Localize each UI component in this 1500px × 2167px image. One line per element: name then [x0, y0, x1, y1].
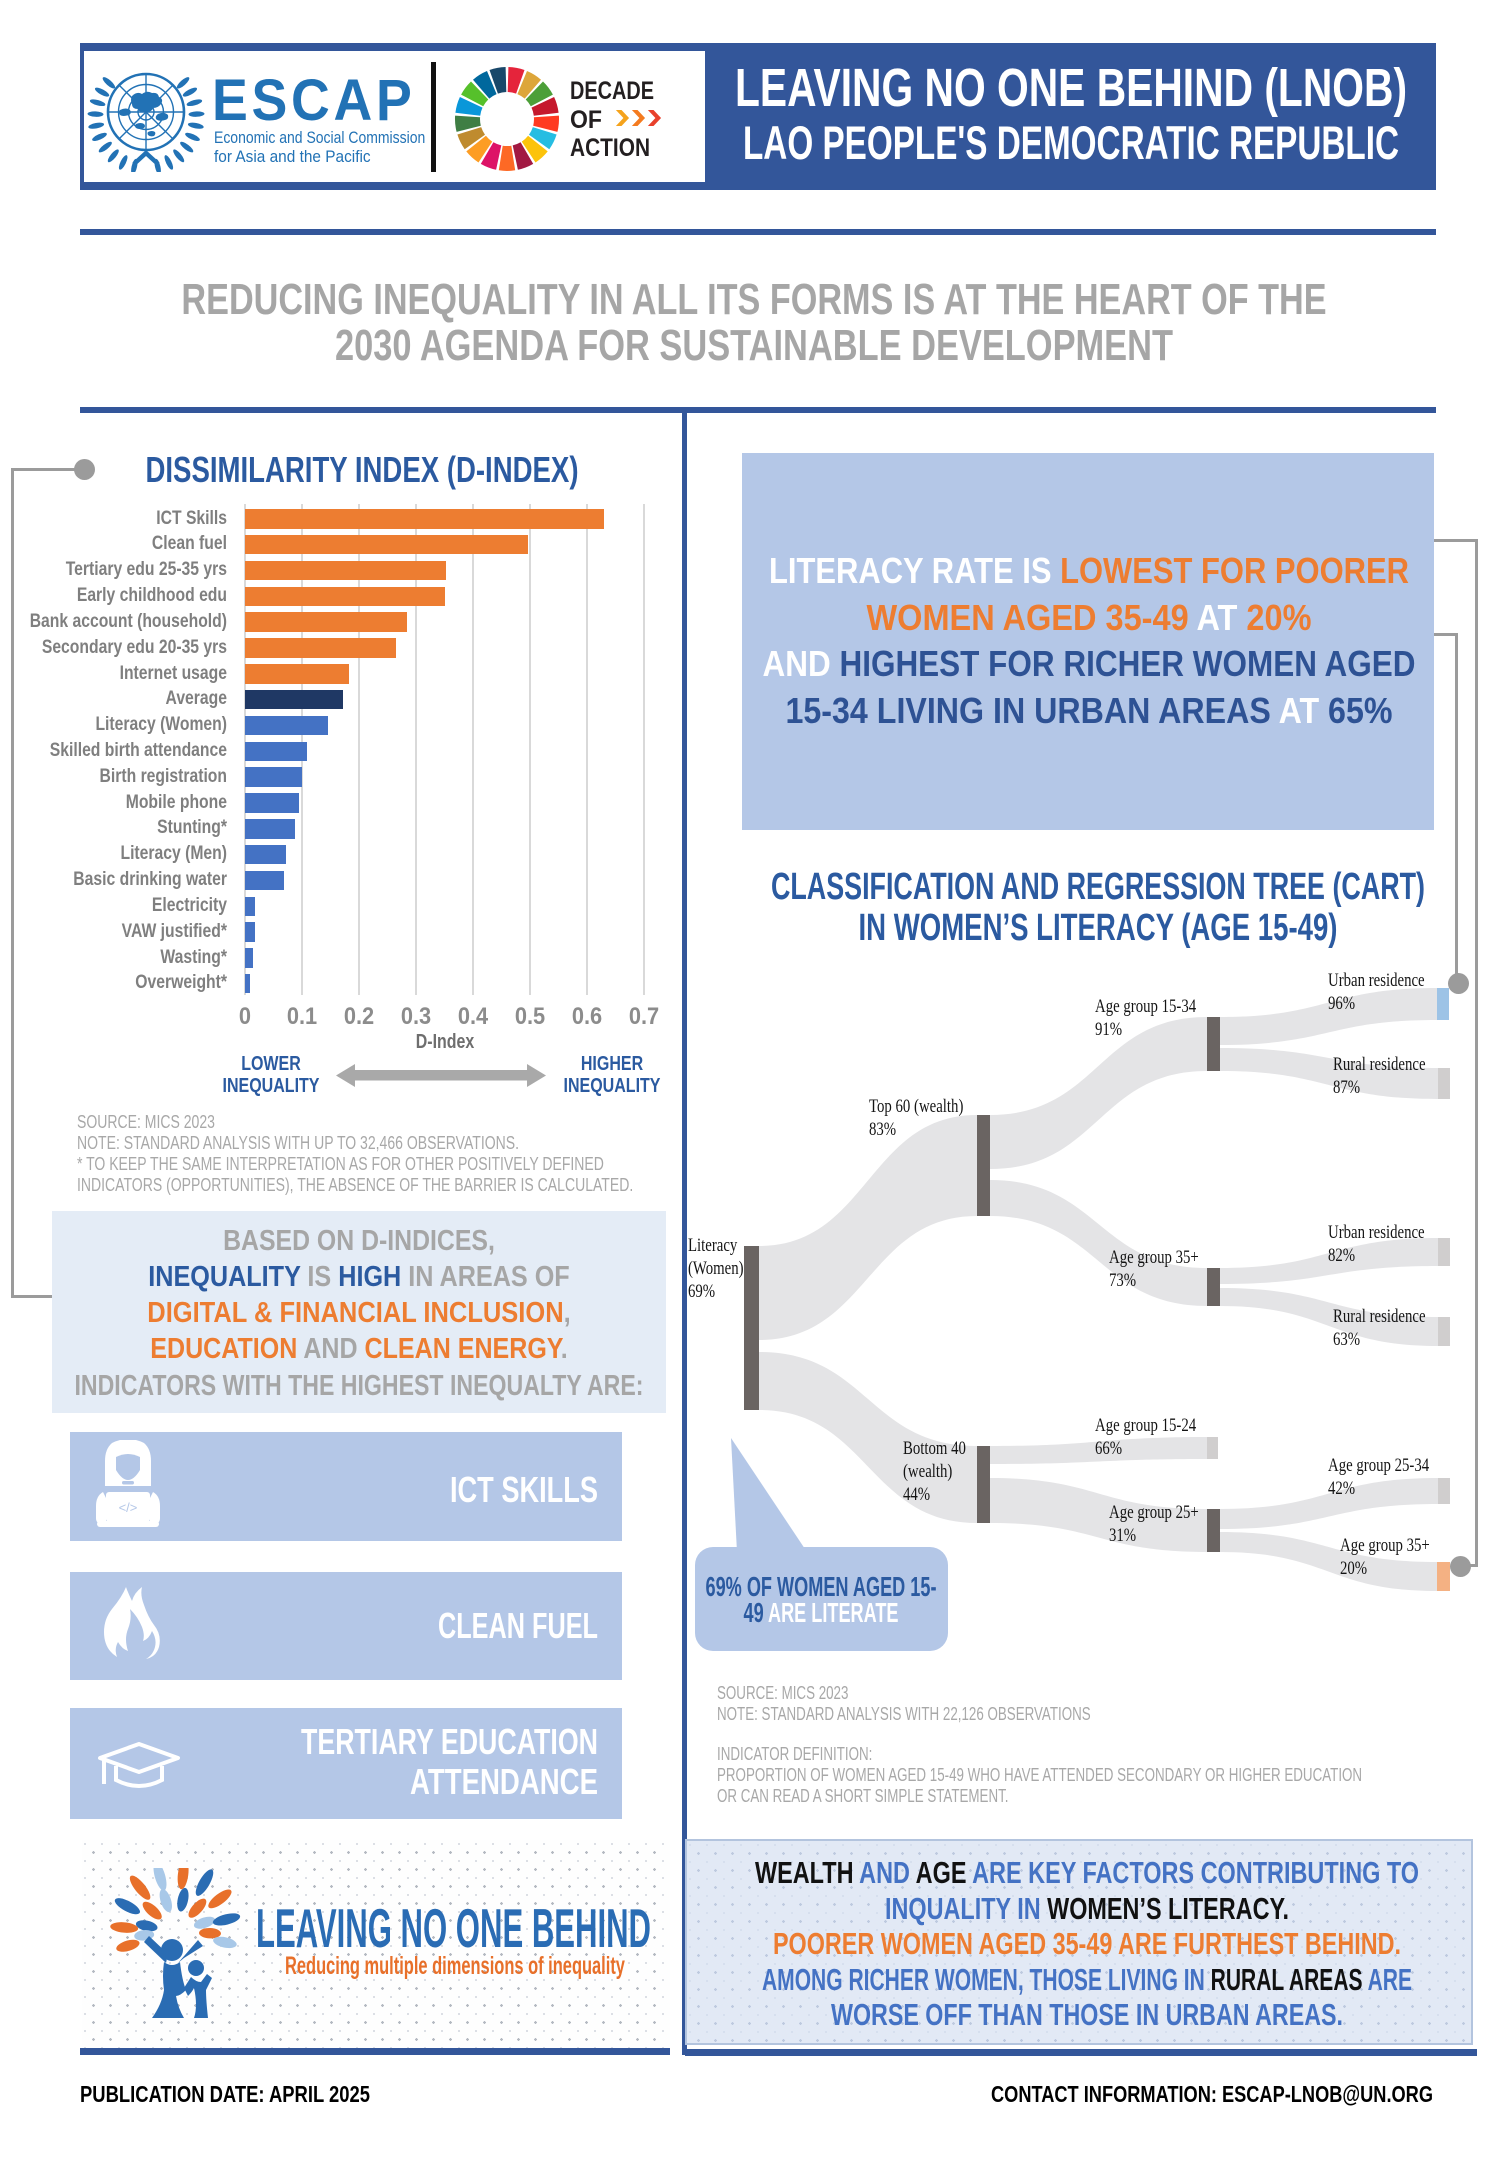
svg-text:</>: </> [119, 1500, 138, 1515]
